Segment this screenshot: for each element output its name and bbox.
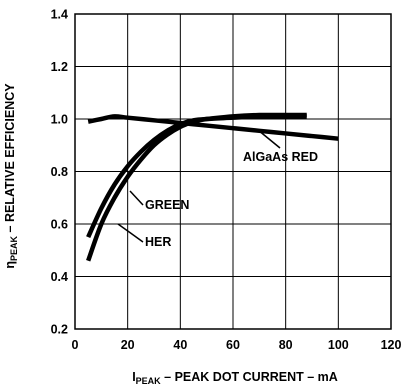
- plot-frame: [74, 13, 392, 330]
- x-axis-label: IPEAK – PEAK DOT CURRENT – mA: [132, 370, 338, 386]
- x-tick-label: 60: [226, 338, 240, 352]
- series-layer: [86, 112, 339, 262]
- x-tick-label: 40: [173, 338, 187, 352]
- annotation-label: AlGaAs RED: [243, 150, 318, 164]
- series-line-algaas-red: [87, 114, 339, 141]
- y-tick-label: 1.0: [51, 113, 68, 127]
- annotation-leader: [129, 190, 144, 206]
- y-tick-label: 0.4: [51, 270, 68, 284]
- y-tick-label: 0.6: [51, 218, 68, 232]
- y-tick-label: 1.2: [51, 60, 68, 74]
- annotation-label: HER: [145, 235, 171, 249]
- x-tick-label: 120: [381, 338, 402, 352]
- annotation-label: GREEN: [145, 198, 189, 212]
- x-tick-label: 20: [121, 338, 135, 352]
- series-line-her: [86, 114, 307, 262]
- y-tick-label: 0.2: [51, 323, 68, 337]
- x-tick-label: 100: [328, 338, 349, 352]
- tick-labels: 0 20 40 60 80 100 120 0.2 0.4 0.6 0.8 1.0 1.2 1.4: [51, 8, 402, 353]
- y-axis-label: ηPEAK – RELATIVE EFFICIENCY: [3, 83, 19, 269]
- x-tick-label: 0: [72, 338, 79, 352]
- annotation-leader: [257, 129, 281, 149]
- annotation-leader: [117, 223, 144, 243]
- y-tick-label: 1.4: [51, 8, 68, 22]
- annotation-layer: AlGaAs RED GREEN HER: [117, 129, 318, 249]
- y-tick-label: 0.8: [51, 165, 68, 179]
- x-tick-label: 80: [279, 338, 293, 352]
